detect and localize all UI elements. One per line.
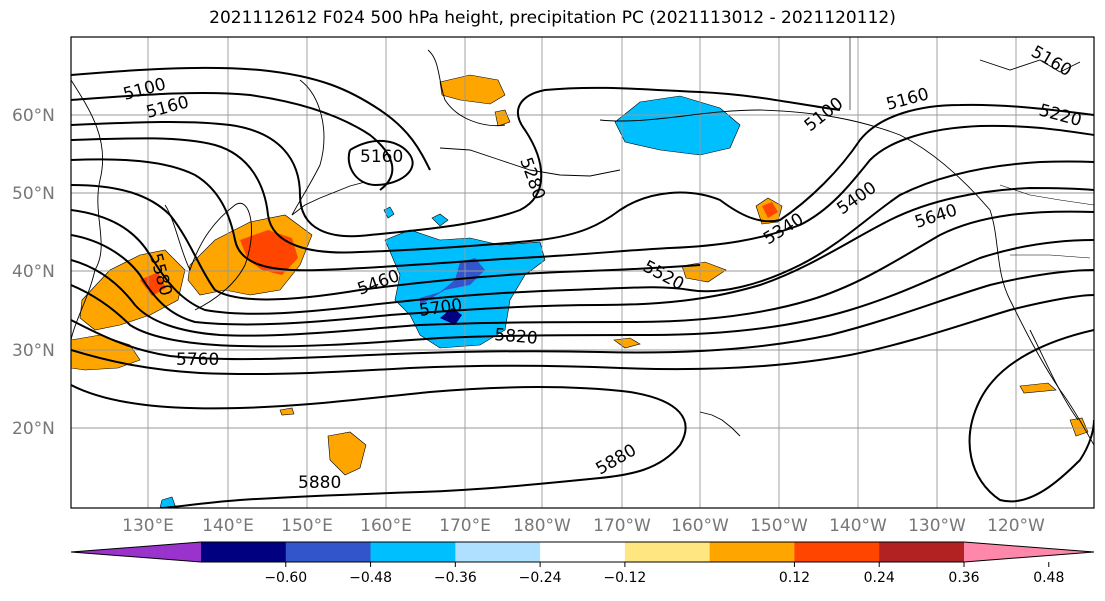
coast-hawaii (699, 411, 741, 437)
precip-area-subtrop (327, 431, 367, 476)
lon-label: 140°W (829, 516, 887, 536)
contour-label: 5820 (494, 325, 539, 349)
map-frame (70, 36, 1095, 509)
lon-label: 150°E (281, 516, 333, 536)
colorbar-tick-label: −0.12 (603, 570, 646, 586)
lon-label: 150°W (750, 516, 808, 536)
colorbar-extend-high (964, 542, 1094, 562)
colorbar: −0.60 −0.48 −0.36 −0.24 −0.12 0.12 0.24 0.36 0.4… (70, 541, 1095, 586)
lat-label: 30°N (12, 341, 55, 361)
colorbar-segment (879, 542, 965, 562)
colorbar-outline (70, 541, 1095, 563)
colorbar-segment (794, 542, 880, 562)
coast-na-west (989, 209, 1094, 446)
colorbar-tick-label: −0.48 (349, 570, 392, 586)
colorbar-segment (709, 542, 795, 562)
colorbar-tick-label: −0.60 (264, 570, 307, 586)
lon-label: 170°W (593, 516, 651, 536)
lon-label: 160°E (360, 516, 412, 536)
contour-5100-west (71, 66, 431, 171)
colorbar-segment (370, 542, 456, 562)
colorbar-tick-label: −0.36 (434, 570, 477, 586)
lat-label: 20°N (12, 419, 55, 439)
precip-area-small4 (1069, 417, 1089, 437)
colorbar-segment (624, 542, 711, 562)
lat-label: 40°N (12, 262, 55, 282)
lon-label: 140°E (202, 516, 254, 536)
precip-area-alaska (614, 95, 741, 156)
graticule (71, 37, 1094, 508)
lat-label: 60°N (12, 106, 55, 126)
coast-aleutians (439, 147, 621, 177)
precip-area-west-blue2 (383, 206, 395, 219)
precip-area-small2 (279, 407, 295, 416)
contour-label: 5760 (176, 350, 219, 370)
precip-area-sw-blue (159, 496, 177, 508)
longitude-labels: 130°E 140°E 150°E 160°E 170°E 180°W 170°… (122, 516, 1045, 536)
colorbar-tick-label: −0.24 (519, 570, 562, 586)
lon-label: 130°W (908, 516, 966, 536)
colorbar-segment (540, 542, 626, 562)
contour-label: 5880 (298, 473, 341, 493)
lat-label: 50°N (12, 184, 55, 204)
contour-5640 (71, 210, 1094, 337)
lon-label: 170°E (439, 516, 491, 536)
coast-alaska-west (427, 49, 506, 127)
precip-area-west-blue (431, 213, 449, 227)
contour-5340 (71, 103, 1094, 254)
coast-baja (1029, 329, 1079, 421)
contour-5400 (71, 124, 1094, 272)
colorbar-extend-low (71, 542, 201, 562)
colorbar-segment (201, 542, 287, 562)
precip-area-small5 (494, 109, 511, 127)
contour-5700 (71, 239, 1094, 348)
contour-5460 (71, 184, 701, 301)
contour-5280 (71, 86, 841, 238)
contour-5820 (71, 294, 1094, 376)
coastlines (71, 49, 1094, 446)
latitude-labels: 60°N 50°N 40°N 30°N 20°N (12, 106, 55, 439)
colorbar-tick-label: 0.12 (779, 570, 810, 586)
lon-label: 160°W (671, 516, 729, 536)
precip-area-china-core (140, 272, 166, 296)
lon-label: 180°W (513, 516, 571, 536)
contour-5160-west (71, 91, 394, 191)
coast-kurils (291, 181, 366, 216)
contour-5580 (71, 186, 1094, 326)
coast-canada-islands (979, 59, 1081, 73)
colorbar-tick-label: 0.36 (948, 570, 979, 586)
coast-korea-japan (164, 202, 252, 311)
contour-5160-low (347, 139, 414, 187)
lon-label: 130°E (122, 516, 174, 536)
colorbar-segment (285, 542, 372, 562)
lon-label: 120°W (987, 516, 1045, 536)
precip-area-bering (439, 74, 506, 105)
precip-area-gulf-core (762, 202, 778, 218)
contour-5880-south (71, 384, 687, 508)
colorbar-segment (455, 542, 541, 562)
precip-area-central-pacific-core (420, 258, 485, 305)
colorbar-tick-label: 0.48 (1033, 570, 1064, 586)
contour-5760 (71, 269, 1094, 361)
boundaries (849, 37, 1094, 259)
precip-area-small1 (613, 337, 641, 349)
contour-label: 5160 (360, 147, 403, 167)
precip-area-central-pacific-core2 (440, 308, 462, 325)
coast-alaska-south (599, 109, 991, 211)
colorbar-tick-label: 0.24 (864, 570, 895, 586)
height-contours (71, 66, 1094, 508)
contour-5880-east (968, 329, 1094, 503)
contour-5520 (71, 160, 1094, 315)
precip-area-small3 (1019, 382, 1057, 394)
map-title: 2021112612 F024 500 hPa height, precipit… (209, 8, 896, 28)
precip-area-east (681, 261, 727, 283)
